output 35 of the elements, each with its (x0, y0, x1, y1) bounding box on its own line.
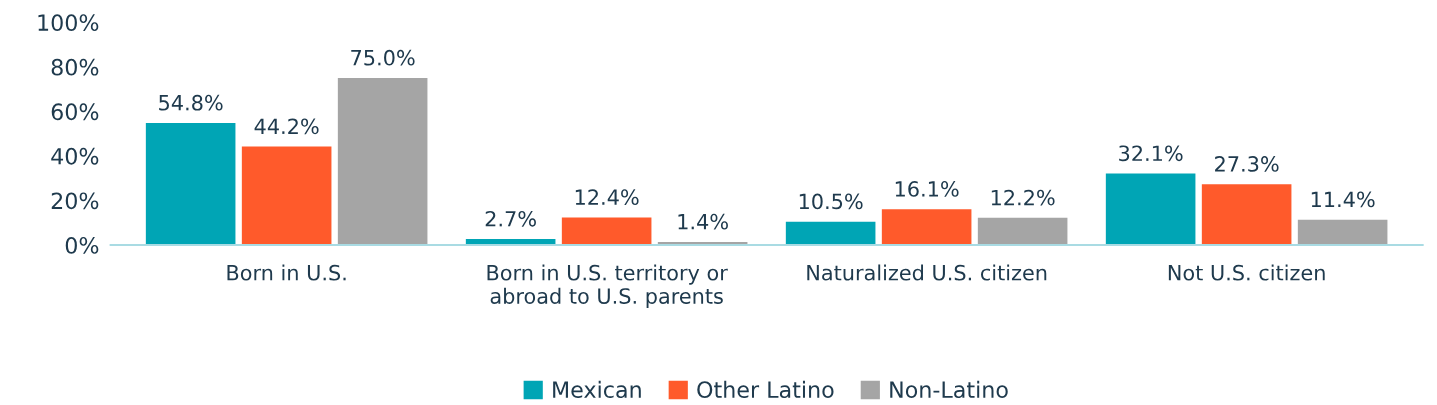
y-tick-label: 0% (65, 236, 99, 254)
data-label: 16.1% (895, 181, 959, 197)
bar (1201, 184, 1292, 246)
legend-label: Mexican (553, 380, 641, 399)
bar (785, 221, 876, 246)
x-tick-label: Naturalized U.S. citizen (807, 264, 1047, 281)
data-label: 44.2% (254, 118, 319, 135)
y-tick-label: 100% (38, 14, 99, 32)
x-tick-label: Not U.S. citizen (1168, 264, 1325, 281)
data-label: 1.4% (678, 213, 728, 230)
data-label: 12.2% (991, 189, 1055, 206)
data-label: 27.3% (1215, 156, 1279, 172)
data-label: 11.4% (1311, 191, 1375, 208)
bar (241, 146, 332, 246)
data-label: 32.1% (1119, 145, 1183, 162)
bar (977, 217, 1068, 246)
x-tick-label: Born in U.S. (227, 264, 346, 281)
bar (145, 122, 236, 246)
y-tick-label: 60% (51, 103, 99, 121)
data-label: 2.7% (485, 210, 536, 227)
bar (337, 77, 428, 246)
bar (881, 209, 972, 246)
legend-label: Non-Latino (890, 380, 1008, 399)
data-label: 10.5% (799, 193, 863, 210)
y-tick-label: 40% (51, 147, 99, 165)
x-tick-label: Born in U.S. territory or abroad to U.S. parents (487, 264, 728, 308)
bar (1105, 173, 1196, 246)
data-label: 54.8% (159, 94, 223, 111)
y-tick-label: 20% (51, 192, 99, 210)
data-label: 12.4% (575, 189, 639, 206)
y-tick-label: 80% (51, 58, 99, 76)
data-label: 75.0% (351, 49, 415, 66)
bar (1297, 219, 1388, 246)
bar (561, 217, 652, 246)
legend-label: Other Latino (697, 380, 834, 399)
